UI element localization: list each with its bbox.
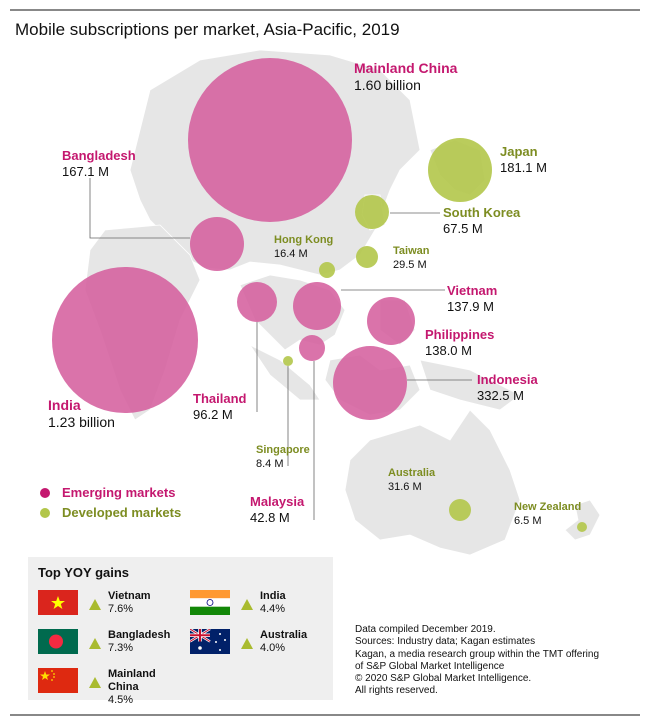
page-title: Mobile subscriptions per market, Asia-Pa… — [15, 20, 400, 39]
label-hong-kong: Hong Kong 16.4 M — [274, 234, 334, 260]
australia-flag-icon — [190, 629, 230, 654]
bottom-rule — [10, 714, 640, 716]
bubble-mainland-china — [188, 58, 352, 222]
bubble-singapore — [283, 356, 293, 366]
up-arrow-icon — [89, 677, 101, 688]
label-malaysia: Malaysia 42.8 M — [250, 494, 305, 525]
bubble-indonesia — [333, 346, 407, 420]
leader-lines — [89, 178, 472, 520]
label-philippines: Philippines 138.0 M — [425, 327, 495, 358]
gain-item: India 4.4% — [190, 590, 340, 620]
label-new-zealand: New Zealand 6.5 M — [514, 501, 582, 527]
bubble-japan — [428, 138, 492, 202]
developed-dot-icon — [40, 508, 50, 518]
label-taiwan: Taiwan 29.5 M — [393, 245, 430, 271]
legend-developed: Developed markets — [40, 505, 181, 520]
gains-title: Top YOY gains — [38, 565, 130, 580]
label-india: India 1.23 billion — [48, 397, 115, 430]
bubble-india — [52, 267, 198, 413]
label-thailand: Thailand 96.2 M — [193, 391, 247, 422]
gain-item: Australia 4.0% — [190, 629, 340, 659]
top-yoy-gains-panel: Top YOY gains Vietnam 7.6% Bangladesh 7.3%… — [28, 557, 333, 706]
source-notes: Data compiled December 2019. Sources: In… — [355, 624, 600, 697]
label-australia: Australia 31.6 M — [388, 467, 436, 493]
bubble-philippines — [367, 297, 415, 345]
bangladesh-flag-icon — [38, 629, 78, 654]
gain-item: Vietnam 7.6% — [38, 590, 188, 620]
bubble-vietnam — [293, 282, 341, 330]
bubble-new-zealand — [577, 522, 587, 532]
legend-emerging: Emerging markets — [40, 485, 175, 500]
bubble-taiwan — [356, 246, 378, 268]
up-arrow-icon — [89, 638, 101, 649]
label-vietnam: Vietnam 137.9 M — [447, 283, 498, 314]
label-mainland-china: Mainland China 1.60 billion — [354, 60, 458, 93]
gain-item: Mainland China 4.5% — [38, 668, 188, 706]
india-flag-icon — [190, 590, 230, 615]
bubble-south-korea — [355, 195, 389, 229]
up-arrow-icon — [241, 599, 253, 610]
bubble-bangladesh — [190, 217, 244, 271]
emerging-dot-icon — [40, 488, 50, 498]
bubble-australia — [449, 499, 471, 521]
bubble-thailand — [237, 282, 277, 322]
bubbles — [52, 58, 587, 532]
up-arrow-icon — [241, 638, 253, 649]
label-indonesia: Indonesia 332.5 M — [477, 372, 538, 403]
label-japan: Japan 181.1 M — [500, 144, 547, 175]
bubble-hong-kong — [319, 262, 335, 278]
label-bangladesh: Bangladesh 167.1 M — [62, 148, 136, 179]
label-south-korea: South Korea 67.5 M — [443, 205, 521, 236]
bubble-malaysia — [299, 335, 325, 361]
up-arrow-icon — [89, 599, 101, 610]
china-flag-icon — [38, 668, 78, 693]
top-rule — [10, 9, 640, 11]
vietnam-flag-icon — [38, 590, 78, 615]
label-singapore: Singapore 8.4 M — [256, 444, 310, 470]
gain-item: Bangladesh 7.3% — [38, 629, 188, 659]
